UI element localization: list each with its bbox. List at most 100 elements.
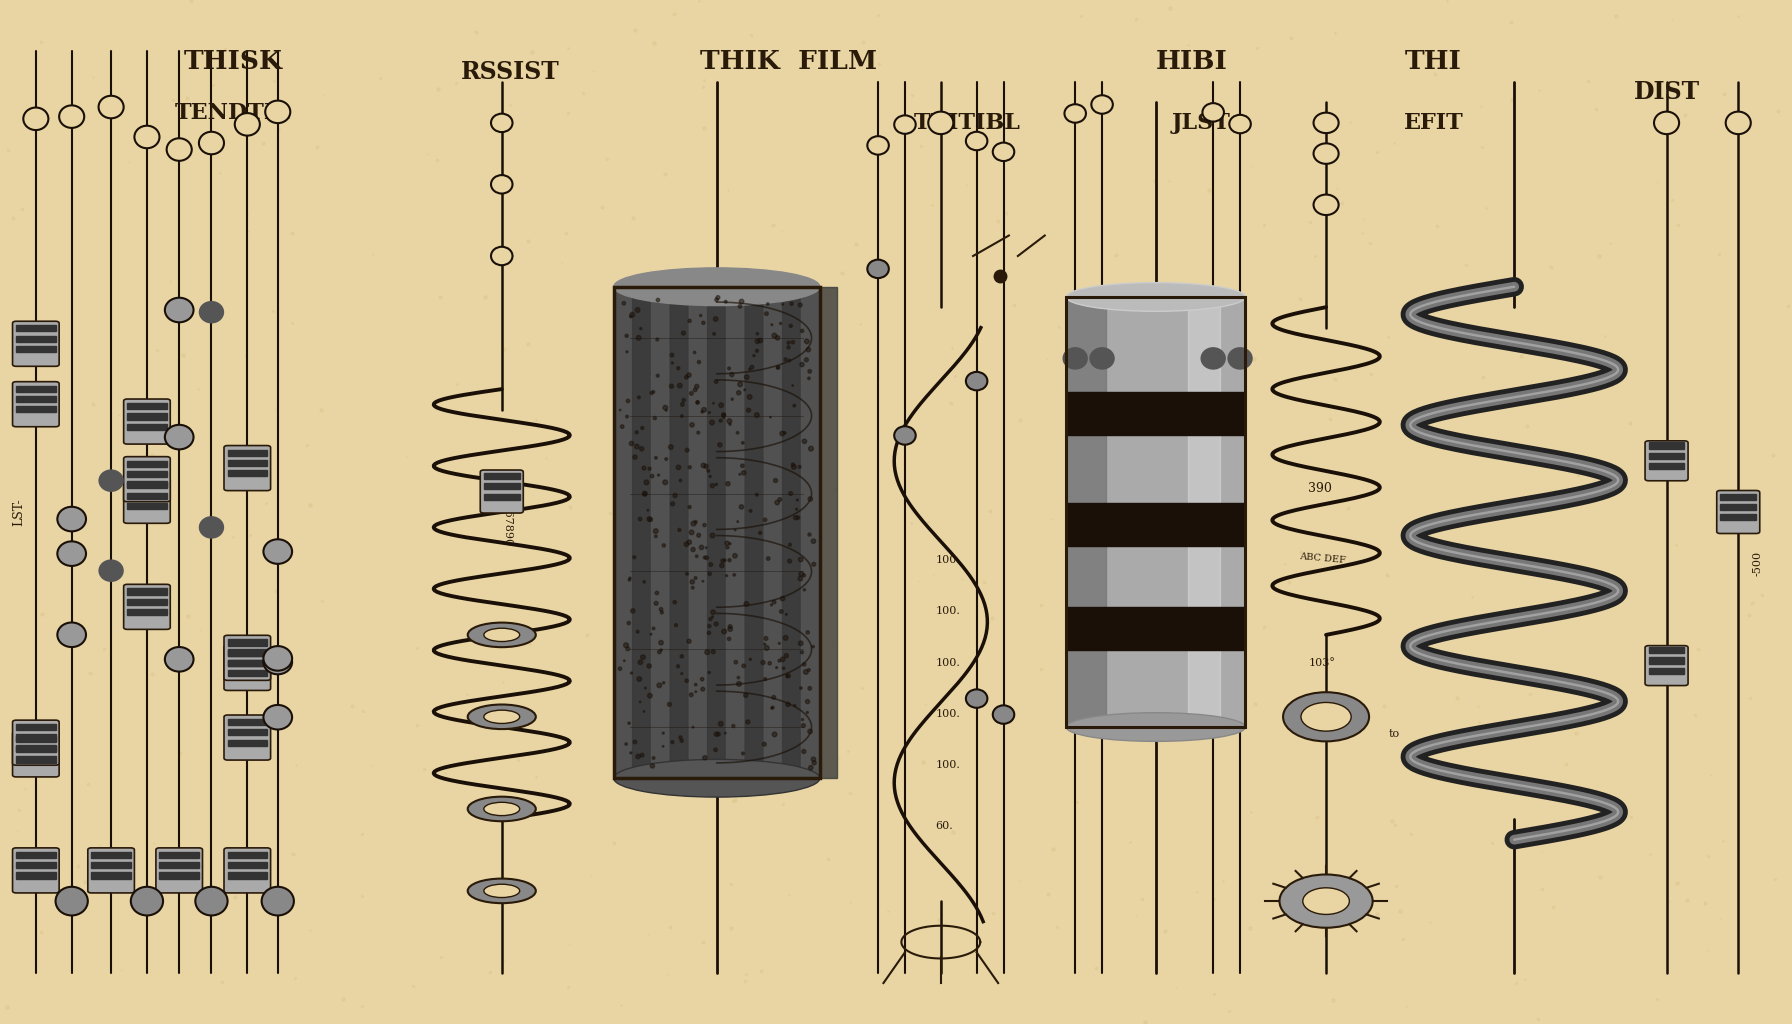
Bar (16, 336, 56, 342)
Point (661, 617, 690, 634)
Bar (228, 719, 267, 725)
Point (667, 408, 695, 424)
Bar (127, 481, 167, 487)
Point (611, 637, 640, 653)
Point (661, 487, 690, 504)
Point (742, 343, 771, 359)
Text: 316: 316 (1308, 727, 1331, 740)
Point (711, 567, 740, 584)
Point (778, 334, 806, 350)
Point (711, 725, 740, 741)
Point (677, 687, 706, 703)
Ellipse shape (131, 887, 163, 915)
Point (638, 758, 667, 774)
FancyBboxPatch shape (156, 848, 202, 893)
Point (649, 675, 677, 691)
Point (636, 511, 665, 527)
Text: JLST: JLST (1172, 112, 1229, 134)
Bar (484, 473, 520, 479)
Point (667, 666, 695, 682)
Point (679, 515, 708, 531)
Point (783, 492, 812, 508)
Point (745, 333, 774, 349)
Point (699, 395, 728, 412)
Bar (688, 287, 706, 778)
Point (799, 752, 828, 768)
Bar (613, 287, 821, 778)
Point (688, 403, 717, 420)
Point (663, 658, 692, 675)
Point (613, 328, 642, 344)
Point (699, 608, 728, 625)
Ellipse shape (484, 884, 520, 897)
Point (676, 459, 704, 475)
Point (688, 681, 717, 697)
FancyBboxPatch shape (224, 635, 271, 680)
Point (760, 689, 788, 706)
Ellipse shape (993, 142, 1014, 161)
Bar (1649, 442, 1684, 449)
Bar (127, 503, 167, 509)
Point (699, 527, 728, 544)
Point (647, 635, 676, 651)
Bar (228, 649, 267, 655)
Point (625, 511, 654, 527)
Point (695, 404, 724, 421)
Bar (91, 862, 131, 868)
Ellipse shape (165, 298, 194, 323)
Point (758, 597, 787, 613)
Point (625, 671, 654, 687)
Circle shape (1301, 702, 1351, 731)
Ellipse shape (1091, 95, 1113, 114)
Point (679, 542, 708, 558)
Point (780, 697, 808, 714)
Bar (613, 287, 631, 778)
Point (629, 703, 658, 720)
Bar (783, 287, 799, 778)
Point (618, 603, 647, 620)
Point (658, 496, 686, 512)
Point (771, 351, 799, 368)
Point (606, 401, 634, 418)
Point (677, 524, 706, 541)
Bar (1720, 504, 1756, 510)
Point (729, 657, 758, 674)
Circle shape (1283, 692, 1369, 741)
Point (799, 532, 828, 549)
Point (629, 573, 658, 590)
Point (742, 486, 771, 503)
Point (674, 633, 702, 649)
Bar (159, 852, 199, 858)
Point (780, 397, 808, 414)
Text: 103°: 103° (1308, 657, 1335, 668)
Point (715, 360, 744, 377)
Ellipse shape (265, 100, 290, 123)
Ellipse shape (993, 706, 1014, 724)
Point (699, 644, 728, 660)
Ellipse shape (1202, 103, 1224, 122)
Text: 60.: 60. (935, 821, 953, 831)
Point (615, 571, 643, 588)
Bar (16, 852, 56, 858)
Point (697, 556, 726, 572)
Point (640, 750, 668, 766)
Point (751, 671, 780, 687)
Point (667, 732, 695, 749)
Bar (16, 744, 56, 751)
Bar (1649, 463, 1684, 469)
Ellipse shape (468, 879, 536, 903)
Point (762, 472, 790, 488)
Bar (228, 872, 267, 879)
Point (724, 513, 753, 529)
Ellipse shape (468, 797, 536, 821)
Point (754, 550, 783, 566)
Point (702, 292, 731, 308)
Point (796, 526, 824, 543)
Bar (763, 287, 781, 778)
Text: 100.: 100. (935, 606, 961, 616)
Point (711, 294, 740, 310)
Bar (1649, 657, 1684, 664)
Point (737, 503, 765, 519)
Point (690, 750, 719, 766)
FancyBboxPatch shape (124, 457, 170, 502)
